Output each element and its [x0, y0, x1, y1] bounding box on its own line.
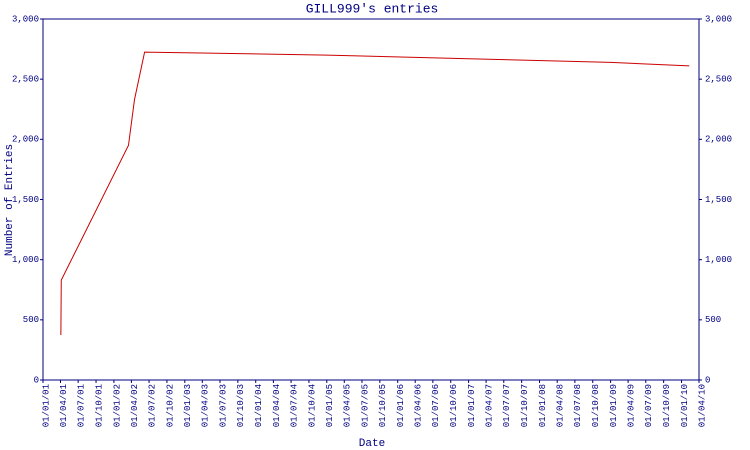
x-tick-label: 01/04/04	[272, 384, 282, 427]
x-tick-label: 01/01/03	[183, 384, 193, 427]
x-tick-label: 01/07/01	[77, 384, 87, 427]
data-line	[60, 51, 690, 335]
y-tick-label: 2,500	[12, 75, 39, 85]
x-tick-label: 01/04/02	[130, 384, 140, 427]
y-tick-label: 1,500	[12, 195, 39, 205]
x-tick-label: 01/07/08	[573, 384, 583, 427]
x-tick-label: 01/01/07	[467, 384, 477, 427]
x-tick-label: 01/01/02	[112, 384, 122, 427]
y2-tick-label: 0	[705, 375, 710, 385]
x-tick-label: 01/04/03	[201, 384, 211, 427]
x-tick-label: 01/07/03	[218, 384, 228, 427]
chart-title: GILL999's entries	[306, 1, 439, 16]
x-tick-label: 01/07/06	[431, 384, 441, 427]
y2-tick-label: 1,000	[705, 255, 732, 265]
y-tick-label: 3,000	[12, 14, 39, 24]
y2-tick-label: 1,500	[705, 195, 732, 205]
x-tick-label: 01/01/06	[396, 384, 406, 427]
x-tick-label: 01/04/07	[484, 384, 494, 427]
y2-tick-label: 2,500	[705, 75, 732, 85]
y-tick-label: 500	[23, 315, 39, 325]
y-tick-label: 1,000	[12, 255, 39, 265]
x-tick-label: 01/07/05	[360, 384, 370, 427]
x-tick-label: 01/10/09	[662, 384, 672, 427]
x-tick-label: 01/07/07	[502, 384, 512, 427]
x-tick-label: 01/10/01	[94, 384, 104, 427]
x-tick-label: 01/01/04	[254, 384, 264, 427]
x-tick-label: 01/07/09	[644, 384, 654, 427]
x-tick-label: 01/01/08	[538, 384, 548, 427]
x-tick-label: 01/07/04	[289, 384, 299, 427]
y2-tick-label: 2,000	[705, 135, 732, 145]
x-tick-label: 01/04/08	[556, 384, 566, 427]
y-tick-label: 2,000	[12, 135, 39, 145]
x-tick-label: 01/04/10	[697, 384, 707, 427]
x-tick-label: 01/04/06	[414, 384, 424, 427]
x-tick-label: 01/04/05	[343, 384, 353, 427]
y2-tick-label: 500	[705, 315, 721, 325]
x-tick-label: 01/10/03	[236, 384, 246, 427]
plot-frame	[42, 18, 700, 381]
x-tick-label: 01/10/07	[520, 384, 530, 427]
x-tick-label: 01/04/01	[59, 384, 69, 427]
y-axis-label: Number of Entries	[4, 144, 16, 256]
x-tick-label: 01/04/09	[626, 384, 636, 427]
x-tick-label: 01/10/02	[165, 384, 175, 427]
x-tick-label: 01/01/09	[609, 384, 619, 427]
x-tick-label: 01/01/05	[325, 384, 335, 427]
x-tick-label: 01/10/06	[449, 384, 459, 427]
x-tick-label: 01/10/08	[591, 384, 601, 427]
x-tick-label: 01/10/04	[307, 384, 317, 427]
y-tick-label: 0	[34, 375, 39, 385]
y2-tick-label: 3,000	[705, 14, 732, 24]
x-tick-label: 01/01/01	[41, 384, 51, 427]
x-tick-label: 01/01/10	[680, 384, 690, 427]
x-tick-label: 01/10/05	[378, 384, 388, 427]
x-axis-label: Date	[359, 438, 385, 450]
x-tick-label: 01/07/02	[147, 384, 157, 427]
